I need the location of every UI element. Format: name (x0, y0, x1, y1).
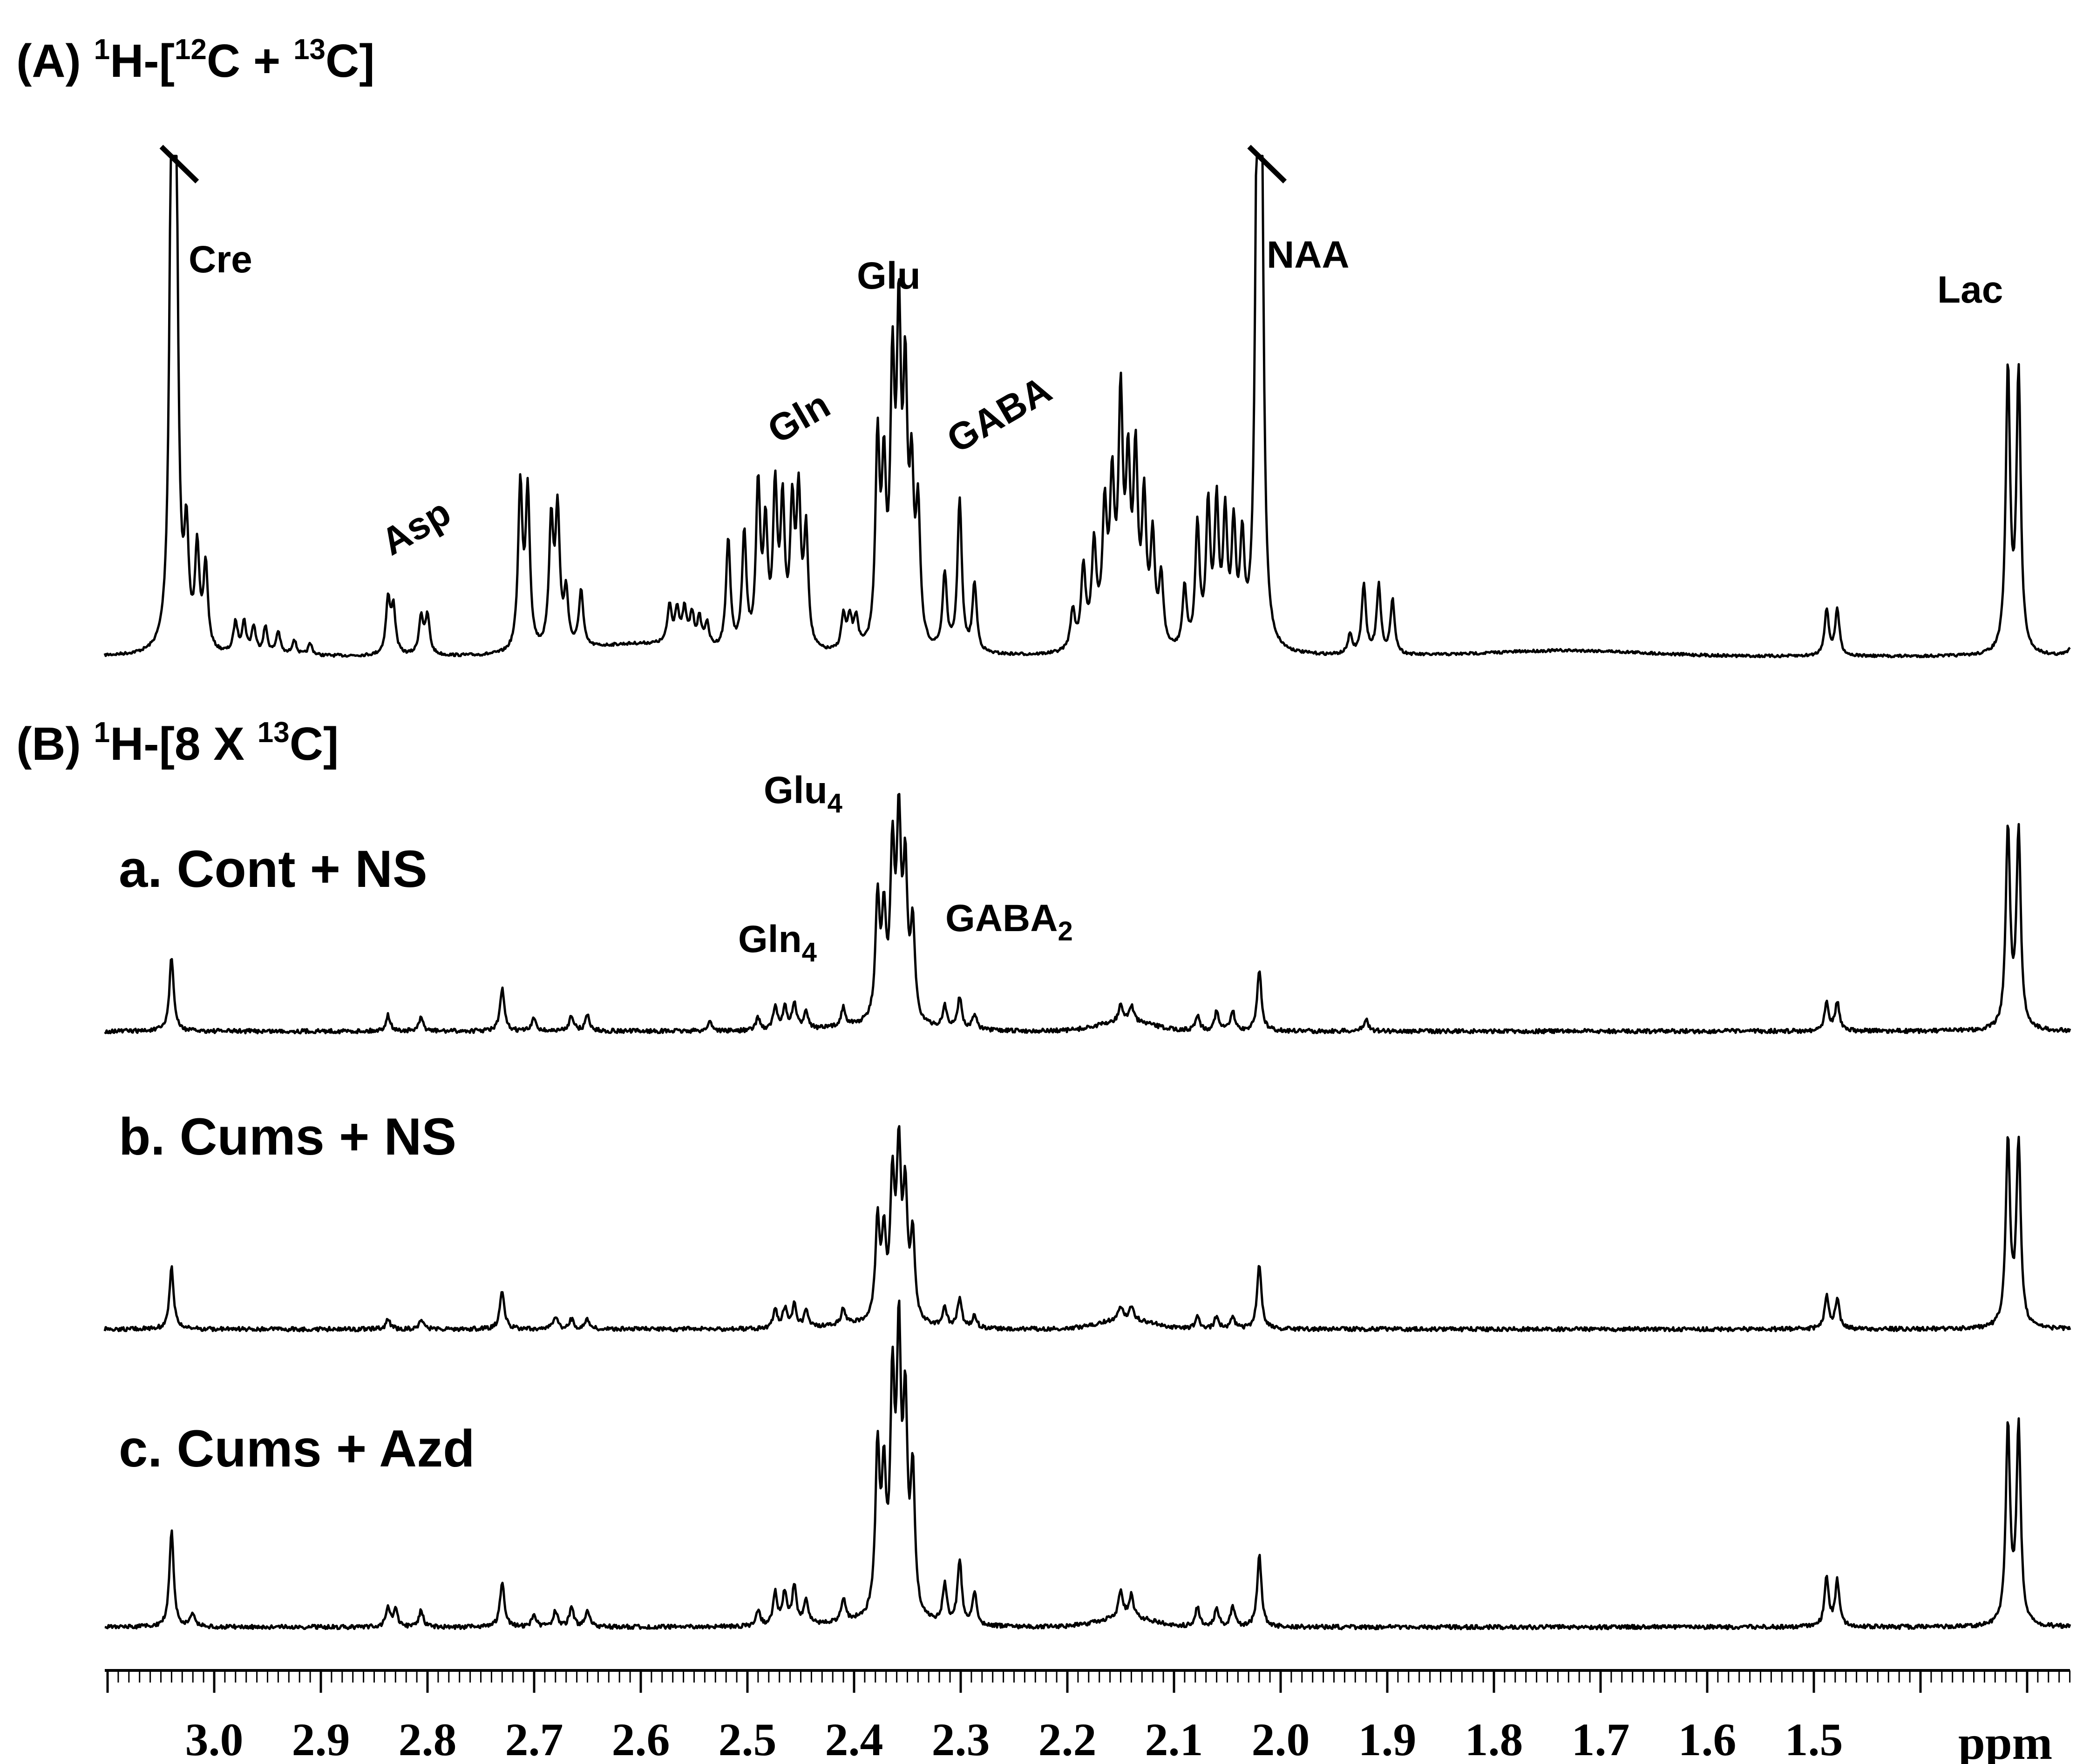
x-tick-label: 2.1 (1145, 1714, 1203, 1764)
panel-a-title-sup2: 12 (175, 34, 207, 66)
x-tick-label: 2.5 (719, 1714, 777, 1764)
annotation-asp: Asp (374, 491, 458, 563)
x-tick-label: 1.7 (1572, 1714, 1630, 1764)
annotation-gln4-sub: 4 (802, 937, 817, 967)
panel-b-title: (B) 1H-[8 X 13C] (16, 716, 339, 770)
annotation-naa: NAA (1267, 234, 1350, 276)
annotation-lac: Lac (1937, 269, 2003, 311)
x-tick-label: 2.3 (932, 1714, 990, 1764)
panel-a-title-mid2: C + (207, 35, 293, 87)
x-tick-label: 2.8 (399, 1714, 457, 1764)
trace-label-cont-ns: a. Cont + NS (119, 840, 428, 898)
x-tick-label: 1.8 (1465, 1714, 1523, 1764)
x-tick-label: 1.6 (1678, 1714, 1737, 1764)
x-tick-label: 2.4 (825, 1714, 883, 1764)
annotation-gaba: GABA (940, 368, 1059, 461)
panel-a-title: (A) 1H-[12C + 13C] (16, 34, 375, 87)
panel-b-title-suffix: C] (290, 718, 339, 770)
truncation-mark-2 (1247, 145, 1287, 183)
annotation-gln: Gln (761, 383, 837, 452)
spectrum-trace-cont-ns (104, 793, 2071, 1034)
x-axis-tick-labels: 3.0 2.9 2.8 2.7 2.6 2.5 2.4 2.3 2.2 2.1 2.0 1.9 1.8 1… (185, 1714, 1843, 1764)
x-tick-label: 2.7 (505, 1714, 563, 1764)
panel-a-title-mid1: H-[ (110, 35, 175, 87)
panel-a-title-sup1: 1 (94, 34, 110, 66)
annotation-glu4: Glu4 (764, 769, 842, 818)
x-axis-ticks (106, 1670, 2071, 1693)
x-tick-label: 2.9 (292, 1714, 350, 1764)
truncated-peak-marks (159, 145, 1287, 183)
panel-b-title-prefix: (B) (16, 718, 94, 770)
spectrum-trace-cums-azd (104, 1299, 2071, 1630)
panel-a-title-sup3: 13 (293, 34, 326, 66)
panel-b-title-sup2: 13 (258, 716, 290, 749)
x-tick-label: 1.9 (1358, 1714, 1417, 1764)
spectrum-trace-panel-a (103, 155, 2071, 659)
x-axis-unit-label: ppm (1958, 1716, 2052, 1764)
trace-label-cums-ns: b. Cums + NS (119, 1108, 456, 1166)
panel-a-title-prefix: (A) (16, 35, 94, 87)
annotation-gaba2: GABA2 (945, 897, 1073, 946)
x-axis: 3.0 2.9 2.8 2.7 2.6 2.5 2.4 2.3 2.2 2.1 2.0 1.9 1.8 1… (105, 1669, 2071, 1764)
x-tick-label: 2.6 (612, 1714, 670, 1764)
annotation-gaba2-sub: 2 (1058, 916, 1072, 946)
x-tick-label: 1.5 (1785, 1714, 1843, 1764)
annotation-gln4: Gln4 (738, 918, 817, 967)
panel-b-title-sup1: 1 (94, 716, 110, 749)
panel-b-title-mid1: H-[8 X (110, 718, 258, 770)
x-tick-label: 3.0 (185, 1714, 244, 1764)
annotation-glu4-base: Glu (764, 769, 828, 811)
x-tick-label: 2.2 (1038, 1714, 1097, 1764)
truncation-mark-1 (159, 145, 199, 183)
spectrum-trace-cums-ns (103, 1125, 2071, 1332)
annotation-glu: Glu (857, 255, 921, 297)
annotation-gln4-base: Gln (738, 918, 802, 960)
annotation-cre: Cre (189, 238, 252, 281)
x-tick-label: 2.0 (1252, 1714, 1310, 1764)
trace-label-cums-azd: c. Cums + Azd (119, 1419, 475, 1478)
panel-a-title-suffix: C] (326, 35, 375, 87)
annotation-gaba2-base: GABA (945, 897, 1058, 939)
annotation-glu4-sub: 4 (828, 788, 842, 818)
